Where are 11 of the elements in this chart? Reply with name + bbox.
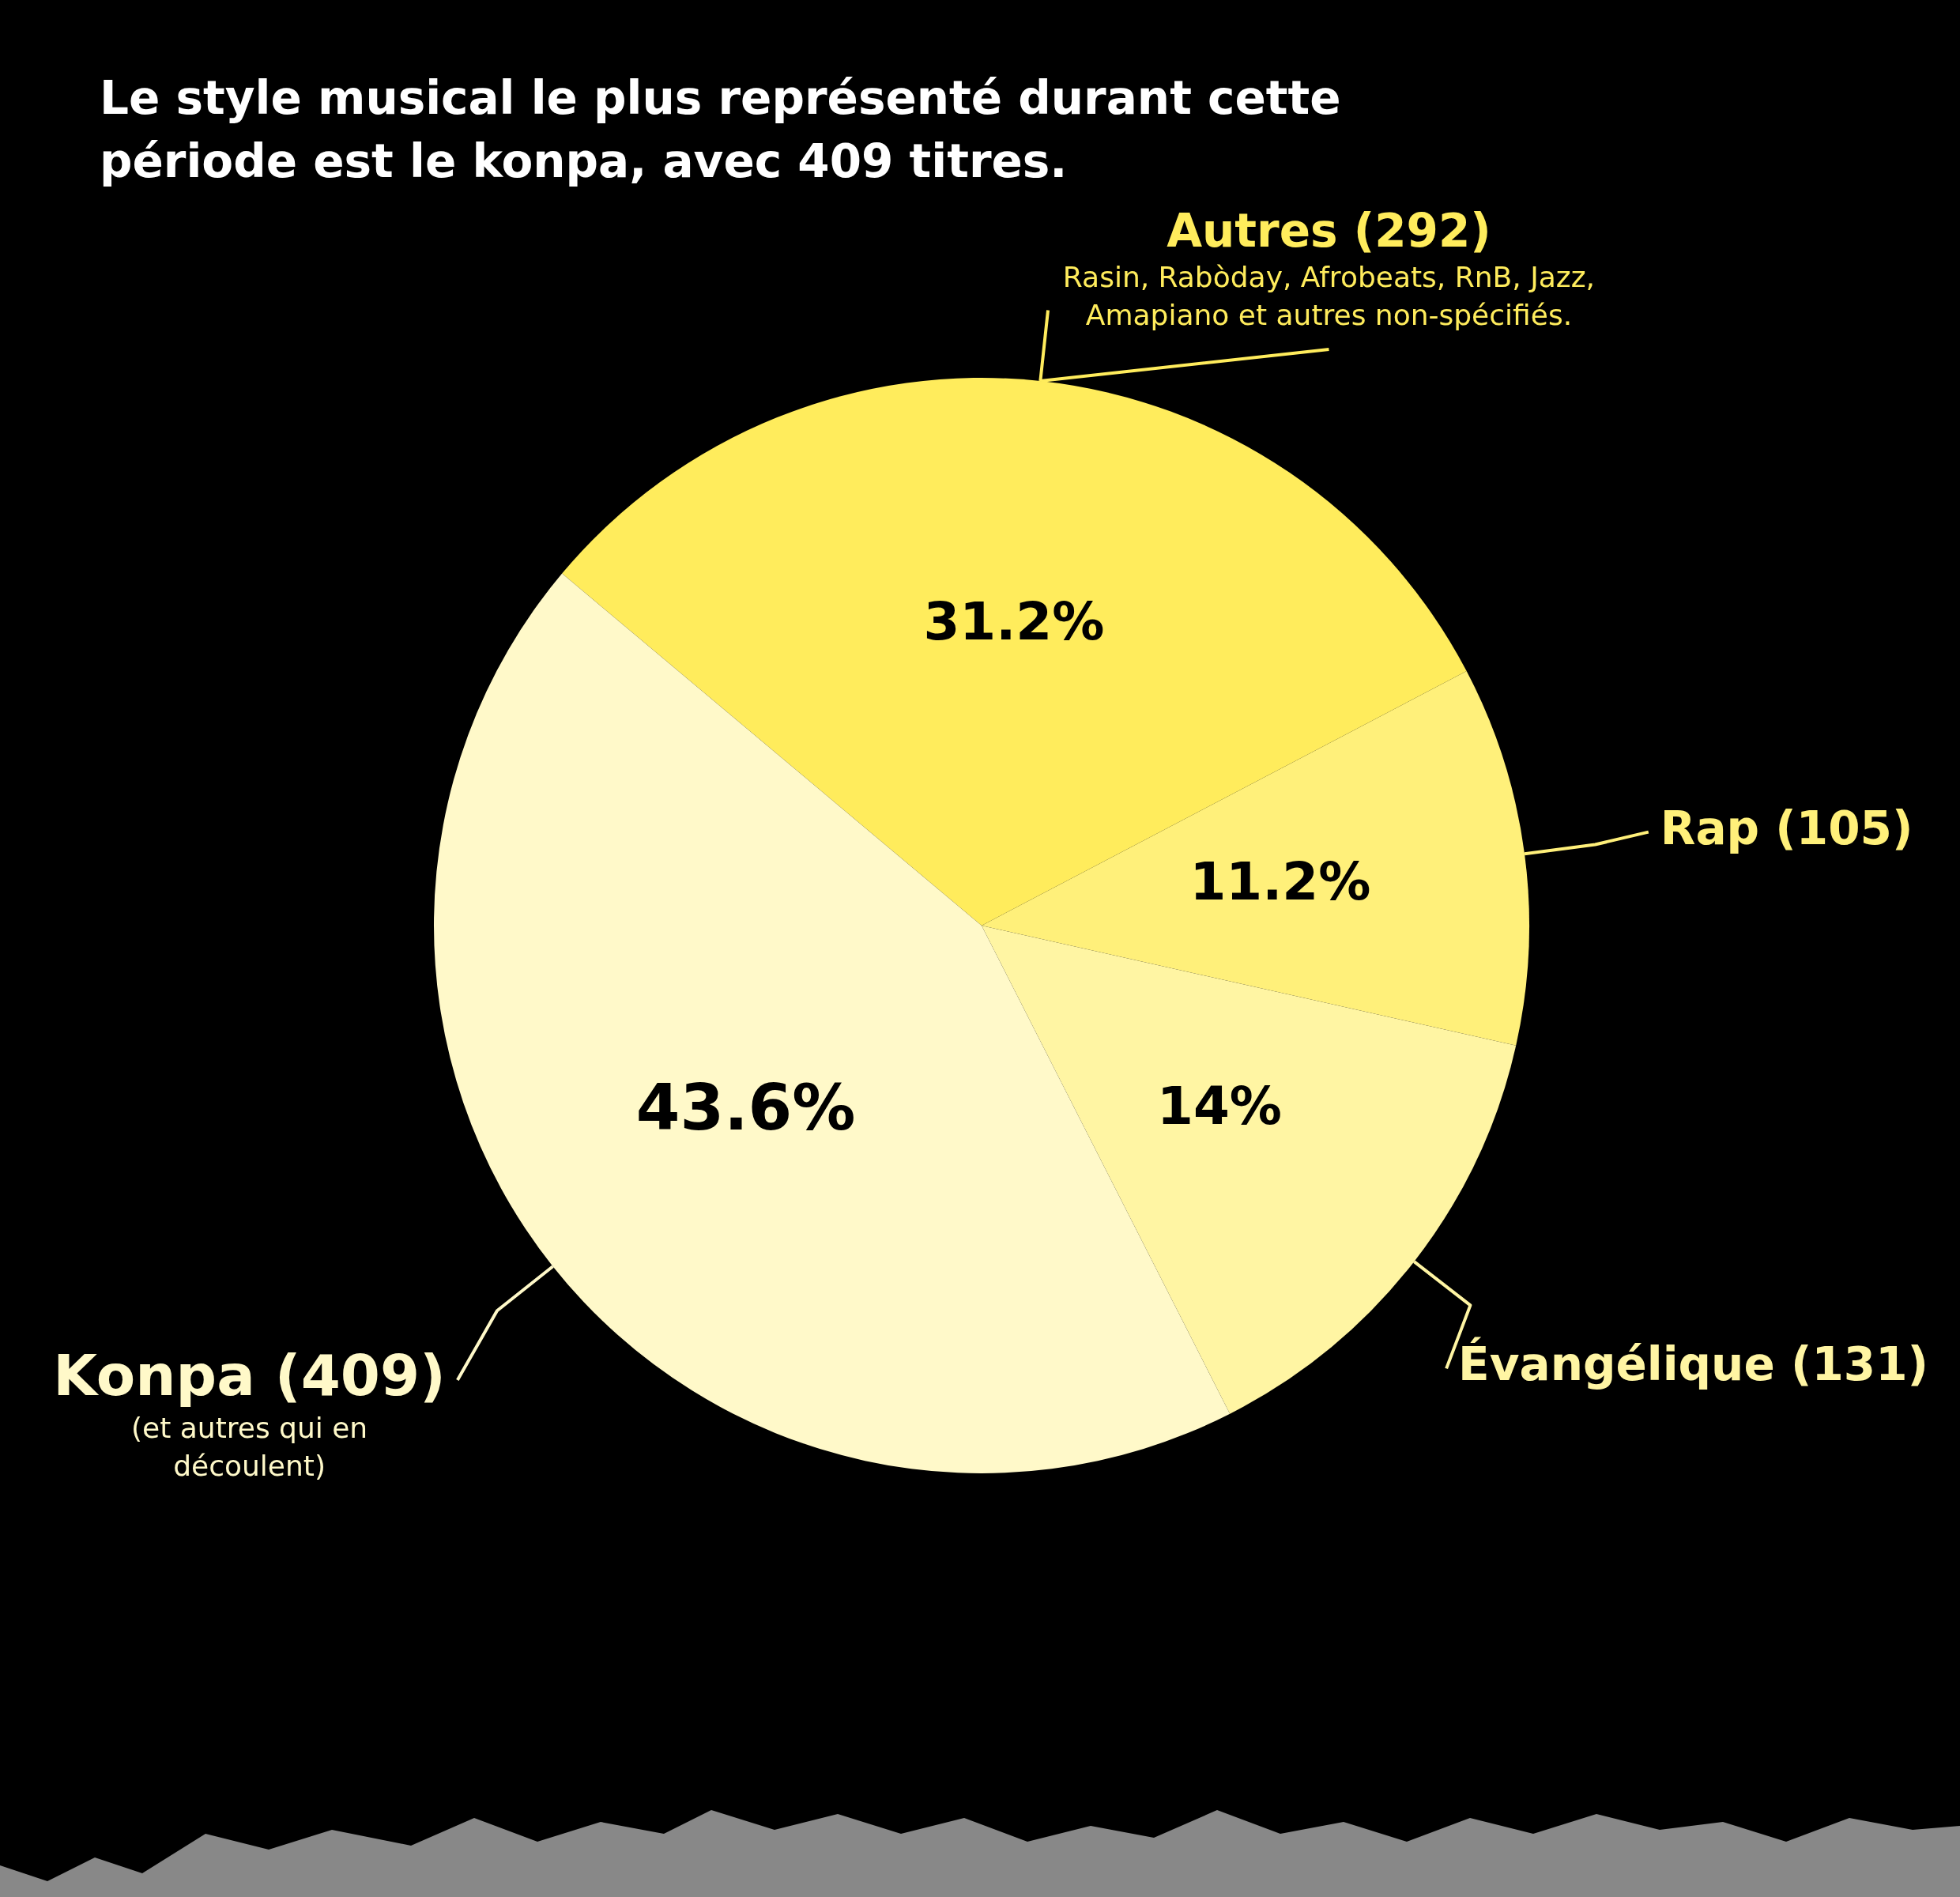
data-label: 43.6% — [635, 1070, 856, 1145]
text: (et autres qui en découlent) — [131, 1412, 368, 1483]
data-label: 14% — [1157, 1075, 1282, 1137]
slice-label: Rap (105) — [1660, 801, 1913, 855]
chart-title: Le style musical le plus représenté durant cette période est le konpa, avec 409 titres. — [100, 71, 1341, 189]
slice-label: Autres (292) — [1167, 204, 1491, 258]
slice-label: Évangélique (131) — [1458, 1337, 1928, 1392]
text: Rasin, Rabòday, Afrobeats, RnB, Jazz, Amapiano et autres non-spécifiés. — [1062, 261, 1596, 332]
data-label: 31.2% — [923, 591, 1105, 653]
slice-label: Konpa (409) — [53, 1341, 446, 1409]
data-label: 11.2% — [1189, 851, 1371, 913]
